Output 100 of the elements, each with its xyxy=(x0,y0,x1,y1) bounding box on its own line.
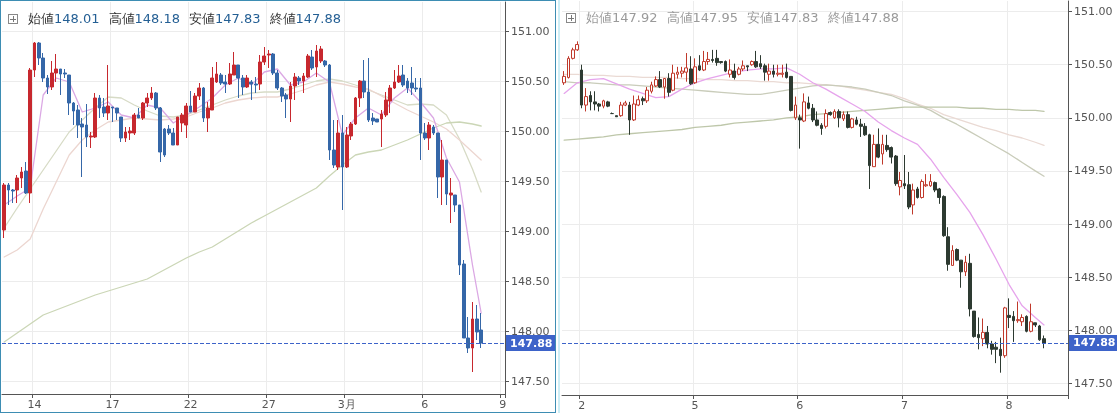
candlestick xyxy=(846,110,850,129)
candlestick xyxy=(106,64,110,121)
annotation: 安値147.83 xyxy=(747,10,819,25)
y-tick-label: 150.50 xyxy=(511,74,550,88)
candlestick xyxy=(767,63,771,82)
line-series xyxy=(3,121,482,343)
candlestick xyxy=(798,114,802,150)
y-tick-label: 148.50 xyxy=(511,274,550,288)
candlestick xyxy=(837,108,841,128)
y-tick-label: 148.00 xyxy=(1074,323,1113,337)
candlestick xyxy=(1025,314,1028,333)
x-tick-label: 22 xyxy=(183,398,198,411)
candlestick xyxy=(828,110,832,117)
ref-line-label: 147.88 xyxy=(1073,336,1116,350)
ref-line-label: 147.88 xyxy=(510,336,553,350)
x-tick-label: 17 xyxy=(105,398,120,411)
candlestick xyxy=(850,117,854,129)
annotation: 高値148.18 xyxy=(108,11,180,26)
line-series xyxy=(563,81,1045,177)
y-tick-label: 149.00 xyxy=(511,224,550,238)
candlestick xyxy=(876,127,880,159)
x-tick-label: 9 xyxy=(499,398,507,411)
candlestick xyxy=(702,50,706,72)
candlestick xyxy=(341,114,344,211)
x-tick-label: 2 xyxy=(578,399,586,412)
candlestick xyxy=(245,74,249,89)
candlestick xyxy=(872,134,876,168)
candlestick xyxy=(628,101,631,136)
candlestick xyxy=(310,49,314,71)
candlestick xyxy=(898,171,902,196)
candlestick xyxy=(580,64,583,109)
y-tick-label: 148.50 xyxy=(1074,270,1113,284)
y-tick-label: 150.00 xyxy=(511,124,550,138)
candlestick xyxy=(746,65,749,72)
candlestick xyxy=(184,102,188,139)
candlestick xyxy=(641,96,645,106)
candlestick xyxy=(115,107,119,121)
candlestick xyxy=(632,95,636,122)
x-tick-label: 14 xyxy=(27,398,42,411)
candlestick xyxy=(689,55,693,86)
candlestick xyxy=(794,96,797,121)
candlestick xyxy=(802,92,806,123)
candlestick xyxy=(2,182,6,239)
candlestick xyxy=(824,108,828,129)
x-tick-label: 8 xyxy=(1005,399,1013,412)
candlestick xyxy=(964,255,967,277)
candlestick xyxy=(584,87,588,112)
candlestick xyxy=(772,64,775,78)
candlestick xyxy=(223,74,227,94)
candlestick xyxy=(345,126,349,169)
candlestick xyxy=(732,63,736,81)
x-tick-label: 7 xyxy=(900,399,908,412)
x-tick-label: 5 xyxy=(691,399,699,412)
candlestick xyxy=(916,186,919,200)
x-tick-label: 6 xyxy=(421,398,429,411)
candlestick xyxy=(663,78,666,100)
candlestick xyxy=(119,116,123,143)
candlestick xyxy=(445,159,448,206)
y-tick-label: 149.50 xyxy=(1074,164,1113,178)
annotation: 終値147.88 xyxy=(827,10,899,25)
candlestick xyxy=(667,72,671,98)
candlestick xyxy=(615,115,618,118)
candlestick xyxy=(427,121,431,151)
y-tick-label: 147.50 xyxy=(511,374,550,388)
candlestick xyxy=(715,49,719,67)
candlestick xyxy=(202,86,205,123)
x-tick-label: 6 xyxy=(796,399,804,412)
candlestick xyxy=(684,52,688,83)
candlestick xyxy=(671,64,675,92)
line-series xyxy=(3,78,482,229)
x-tick-label: 3月 xyxy=(337,398,356,411)
candlestick xyxy=(981,318,985,347)
line-series xyxy=(3,68,482,314)
candlestick xyxy=(24,161,28,195)
annotation: 高値147.95 xyxy=(666,10,738,25)
y-tick-label: 151.00 xyxy=(511,24,550,38)
line-series xyxy=(3,81,482,258)
candlestick xyxy=(776,64,780,77)
candlestick xyxy=(1016,301,1020,324)
candlestick xyxy=(1029,303,1033,333)
candlestick xyxy=(137,107,140,119)
candlestick xyxy=(471,301,474,373)
line-series xyxy=(563,73,1045,147)
candlestick xyxy=(593,90,597,111)
candlestick xyxy=(171,127,175,146)
candlestick xyxy=(132,112,136,136)
candlestick xyxy=(750,59,754,67)
candlestick xyxy=(741,59,745,72)
candlestick xyxy=(297,75,301,86)
candlestick xyxy=(102,97,106,118)
candlestick xyxy=(911,183,915,215)
line-series xyxy=(563,106,1045,141)
y-tick-label: 149.00 xyxy=(1074,217,1113,231)
candlestick xyxy=(619,101,623,118)
candlestick xyxy=(728,58,732,78)
y-tick-label: 150.00 xyxy=(1074,111,1113,125)
line-series xyxy=(563,67,1045,326)
candlestick xyxy=(780,64,784,78)
candlestick xyxy=(968,253,972,317)
candlestick xyxy=(842,110,845,122)
